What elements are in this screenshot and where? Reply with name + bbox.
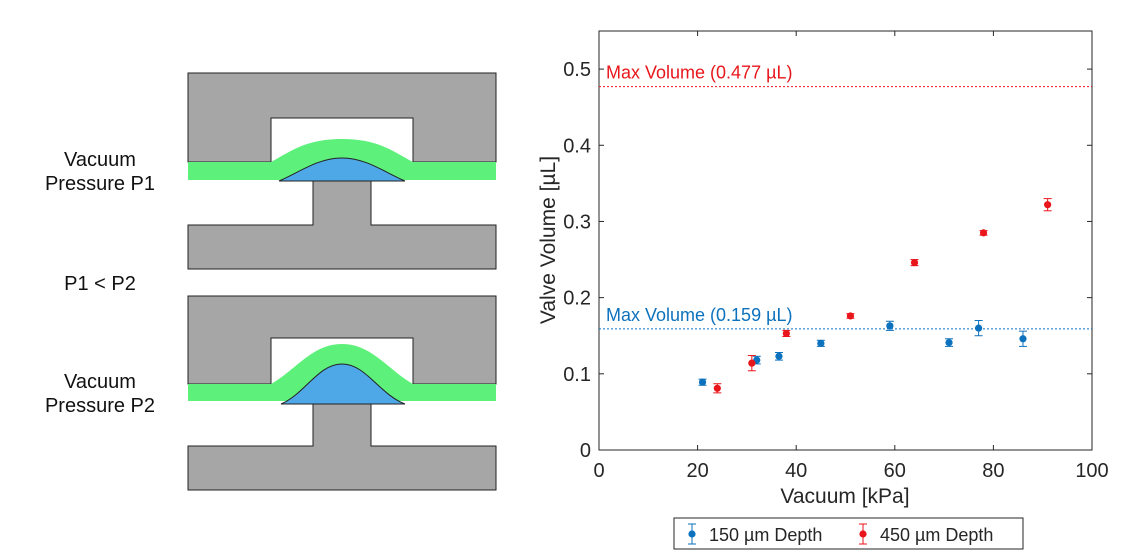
x-tick-label: 40 (785, 460, 807, 482)
legend-box (673, 517, 1024, 550)
y-tick-label: 0 (580, 440, 591, 462)
legend-label: 150 µm Depth (709, 525, 822, 545)
label-vacuum-p2: Vacuum Pressure P2 (30, 370, 170, 418)
data-point (945, 338, 953, 347)
data-point (1044, 201, 1052, 209)
fluid-p2 (280, 363, 406, 405)
legend-marker (859, 530, 867, 538)
label-vacuum-p2-line1: Vacuum (64, 371, 136, 393)
y-axis-label: Valve Volume [µL] (537, 156, 560, 324)
y-tick-label: 0.5 (563, 59, 591, 81)
data-point (698, 378, 707, 386)
data-point (975, 324, 983, 332)
y-tick-label: 0.1 (563, 364, 591, 386)
bottom-block-p2 (187, 403, 497, 491)
data-point (775, 352, 783, 360)
label-vacuum-p1-line1: Vacuum (64, 149, 136, 171)
data-point (713, 384, 721, 392)
y-tick-label: 0.3 (563, 211, 591, 233)
valve-p1 (187, 72, 497, 270)
label-vacuum-p1: Vacuum Pressure P1 (30, 148, 170, 196)
x-tick-label: 20 (686, 460, 708, 482)
label-vacuum-p2-line2: Pressure P2 (44, 395, 156, 417)
max-volume-label: Max Volume (0.159 µL) (606, 305, 792, 325)
series-1 (713, 198, 1052, 394)
data-point (910, 258, 919, 267)
data-point (886, 322, 894, 330)
plot-frame (598, 30, 1093, 451)
max-volume-label: Max Volume (0.477 µL) (606, 63, 792, 83)
y-tick-label: 0.4 (563, 135, 591, 157)
series-0 (698, 319, 1027, 386)
data-point (782, 329, 790, 338)
data-point (846, 312, 855, 320)
data-point (979, 229, 988, 237)
label-p1-lt-p2: P1 < P2 (64, 273, 136, 295)
data-point (1019, 335, 1027, 343)
x-tick-label: 0 (593, 460, 604, 482)
valve-p2 (187, 295, 497, 491)
data-point (748, 359, 756, 367)
x-tick-label: 60 (884, 460, 906, 482)
fluid-p1 (278, 157, 406, 182)
legend: 150 µm Depth 450 µm Depth (673, 517, 1024, 550)
legend-label: 450 µm Depth (880, 525, 993, 545)
x-axis-label: Vacuum [kPa] (780, 485, 909, 508)
valve-schematic (187, 72, 497, 491)
data-point (817, 339, 825, 347)
bottom-block-p1 (187, 180, 497, 270)
label-vacuum-p1-line2: Pressure P1 (44, 173, 156, 195)
x-tick-label: 100 (1075, 460, 1108, 482)
legend-marker (688, 530, 696, 538)
x-tick-label: 80 (982, 460, 1004, 482)
y-tick-label: 0.2 (563, 288, 591, 310)
